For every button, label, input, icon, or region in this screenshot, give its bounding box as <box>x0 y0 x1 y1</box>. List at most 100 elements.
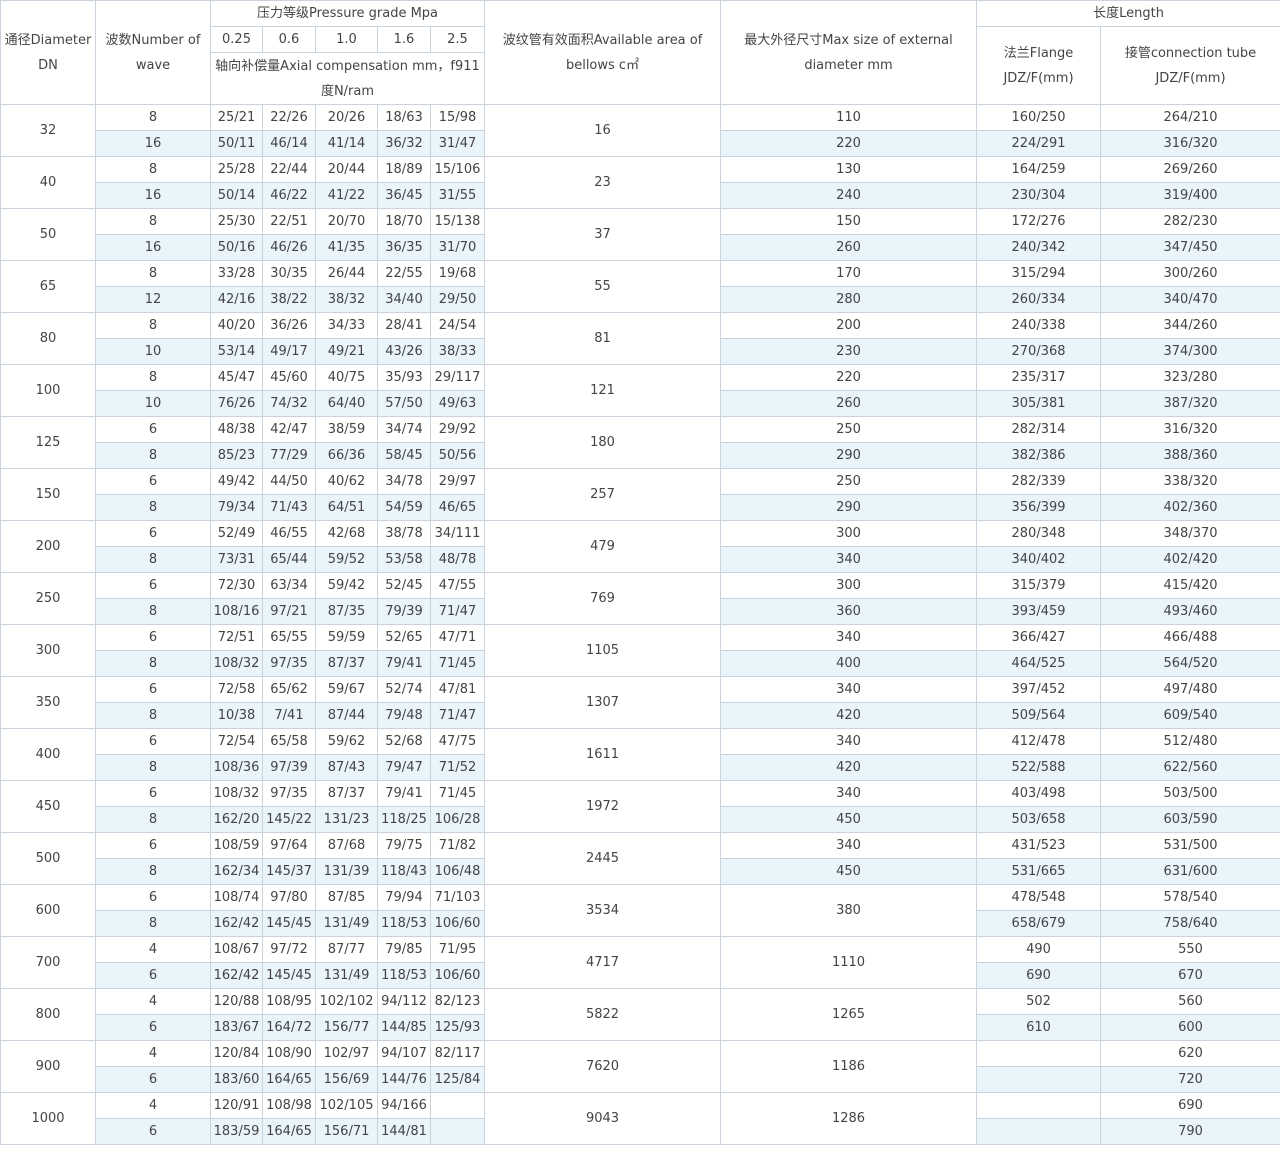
compensation-cell: 97/35 <box>262 650 316 677</box>
compensation-cell: 156/69 <box>315 1066 378 1093</box>
dn-cell: 80 <box>0 312 96 365</box>
header-cell: 接管connection tube JDZ/F(mm) <box>1100 26 1280 105</box>
compensation-cell: 18/63 <box>377 104 431 131</box>
waves-cell: 4 <box>95 936 211 963</box>
dn-cell: 700 <box>0 936 96 989</box>
compensation-cell: 102/102 <box>315 988 378 1015</box>
dn-cell: 50 <box>0 208 96 261</box>
tube-cell: 564/520 <box>1100 650 1280 677</box>
waves-cell: 8 <box>95 104 211 131</box>
waves-cell: 4 <box>95 1040 211 1067</box>
compensation-cell: 156/77 <box>315 1014 378 1041</box>
compensation-cell: 87/37 <box>315 780 378 807</box>
flange-cell: 356/399 <box>976 494 1102 521</box>
compensation-cell: 38/22 <box>262 286 316 313</box>
flange-cell: 412/478 <box>976 728 1102 755</box>
flange-cell <box>976 1118 1102 1145</box>
waves-cell: 6 <box>95 1066 211 1093</box>
flange-cell: 503/658 <box>976 806 1102 833</box>
table-row: 1000 4 120/91 108/98 102/105 94/166 9043 1286 69… <box>0 1092 1280 1145</box>
compensation-cell: 145/22 <box>262 806 316 833</box>
compensation-cell: 50/16 <box>210 234 263 261</box>
tube-cell: 493/460 <box>1100 598 1280 625</box>
area-cell: 23 <box>484 156 722 209</box>
flange-cell: 366/427 <box>976 624 1102 651</box>
dn-cell: 300 <box>0 624 96 677</box>
compensation-cell: 65/55 <box>262 624 316 651</box>
flange-cell: 230/304 <box>976 182 1102 209</box>
tube-cell: 758/640 <box>1100 910 1280 937</box>
compensation-cell: 15/138 <box>429 208 486 235</box>
area-cell: 4717 <box>484 936 722 989</box>
compensation-cell: 42/16 <box>210 286 263 313</box>
compensation-cell: 118/43 <box>377 858 431 885</box>
dn-cell: 900 <box>0 1040 96 1093</box>
compensation-cell: 34/40 <box>377 286 431 313</box>
waves-cell: 6 <box>95 832 211 859</box>
max-size-cell: 400 <box>720 650 978 677</box>
compensation-cell: 144/81 <box>377 1118 431 1145</box>
dn-cell: 32 <box>0 104 96 157</box>
waves-cell: 16 <box>95 234 211 261</box>
compensation-cell: 46/65 <box>429 494 486 521</box>
table-row: 8 162/34 145/37 131/39 118/43 106/48 450 531/66… <box>1 858 1280 885</box>
compensation-cell: 72/58 <box>210 676 263 703</box>
table-body: 32 8 25/21 22/26 20/26 18/63 15/98 16 110 160/250… <box>0 104 1280 1145</box>
compensation-cell: 87/43 <box>315 754 378 781</box>
table-row: 8 108/16 97/21 87/35 79/39 71/47 360 393/459 493… <box>1 598 1280 625</box>
table-row: 16 50/11 46/14 41/14 36/32 31/47 220 224/291 316… <box>1 130 1280 157</box>
compensation-cell: 50/14 <box>210 182 263 209</box>
compensation-cell: 59/62 <box>315 728 378 755</box>
area-cell: 257 <box>484 468 722 521</box>
tube-cell: 282/230 <box>1100 208 1280 235</box>
tube-cell: 415/420 <box>1100 572 1280 599</box>
compensation-cell: 162/20 <box>210 806 263 833</box>
flange-cell: 260/334 <box>976 286 1102 313</box>
compensation-cell: 87/35 <box>315 598 378 625</box>
compensation-cell: 106/28 <box>429 806 486 833</box>
compensation-cell: 125/84 <box>429 1066 486 1093</box>
tube-cell: 338/320 <box>1100 468 1280 495</box>
compensation-cell: 36/45 <box>377 182 431 209</box>
compensation-cell: 183/67 <box>210 1014 263 1041</box>
dn-cell: 500 <box>0 832 96 885</box>
table-row: 450 6 108/32 97/35 87/37 79/41 71/45 1972 340 403… <box>0 780 1280 833</box>
compensation-cell: 71/95 <box>429 936 486 963</box>
compensation-cell: 106/60 <box>429 910 486 937</box>
compensation-cell: 36/26 <box>262 312 316 339</box>
waves-cell: 8 <box>95 156 211 183</box>
flange-cell: 690 <box>976 962 1102 989</box>
tube-cell: 319/400 <box>1100 182 1280 209</box>
compensation-cell: 30/35 <box>262 260 316 287</box>
compensation-cell: 29/92 <box>429 416 486 443</box>
flange-cell: 315/379 <box>976 572 1102 599</box>
compensation-cell: 45/60 <box>262 364 316 391</box>
area-cell: 5822 <box>484 988 722 1041</box>
flange-cell: 282/339 <box>976 468 1102 495</box>
max-size-cell: 340 <box>720 676 978 703</box>
compensation-cell: 49/17 <box>262 338 316 365</box>
max-size-cell: 340 <box>720 546 978 573</box>
compensation-cell: 65/44 <box>262 546 316 573</box>
table-row: 500 6 108/59 97/64 87/68 79/75 71/82 2445 340 431… <box>0 832 1280 885</box>
compensation-cell: 87/85 <box>315 884 378 911</box>
compensation-cell: 25/28 <box>210 156 263 183</box>
header-cell: 法兰Flange JDZ/F(mm) <box>976 26 1102 105</box>
compensation-cell: 18/70 <box>377 208 431 235</box>
compensation-cell: 108/59 <box>210 832 263 859</box>
tube-cell: 720 <box>1100 1066 1280 1093</box>
max-size-cell: 340 <box>720 780 978 807</box>
compensation-cell: 97/39 <box>262 754 316 781</box>
table-row: 10 76/26 74/32 64/40 57/50 49/63 260 305/381 387… <box>1 390 1280 417</box>
compensation-cell: 29/50 <box>429 286 486 313</box>
compensation-cell: 50/11 <box>210 130 263 157</box>
table-row: 8 85/23 77/29 66/36 58/45 50/56 290 382/386 388/… <box>1 442 1280 469</box>
compensation-cell: 106/60 <box>429 962 486 989</box>
waves-cell: 6 <box>95 884 211 911</box>
compensation-cell: 25/30 <box>210 208 263 235</box>
tube-cell: 300/260 <box>1100 260 1280 287</box>
max-size-cell: 420 <box>720 754 978 781</box>
table-row: 32 8 25/21 22/26 20/26 18/63 15/98 16 110 160/250… <box>0 104 1280 157</box>
compensation-cell: 131/49 <box>315 962 378 989</box>
max-size-cell: 300 <box>720 520 978 547</box>
